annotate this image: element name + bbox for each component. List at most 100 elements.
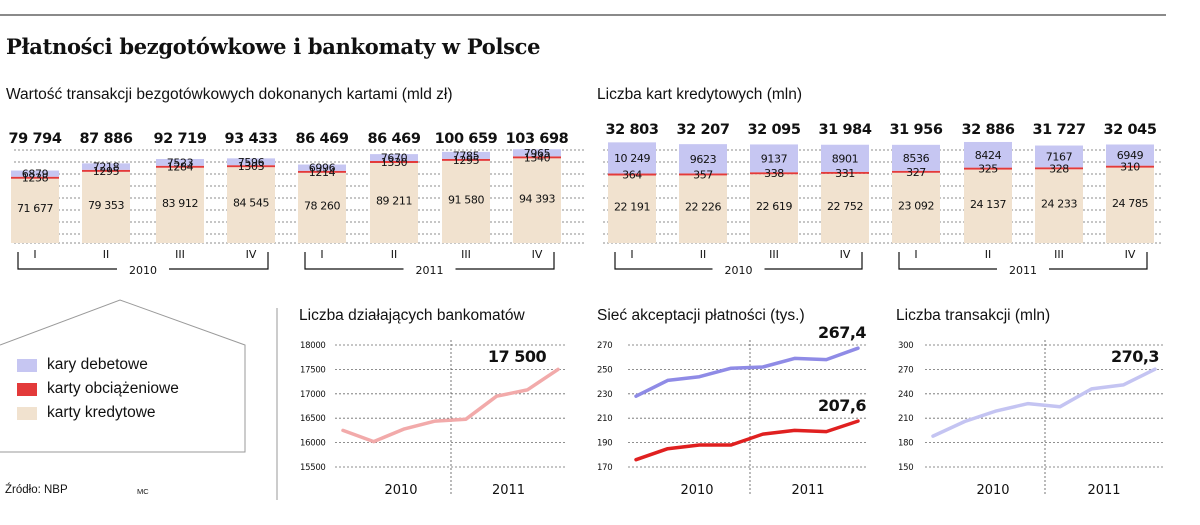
bar-charge-2 — [156, 165, 204, 168]
bar-debit-6 — [1035, 145, 1083, 168]
label-debit-2: 7523 — [167, 156, 194, 169]
label-total-0: 32 803 — [605, 122, 658, 138]
legend-swatch-debit — [17, 358, 37, 372]
label-total-3: 93 433 — [224, 131, 277, 147]
bar-credit-2 — [750, 174, 798, 243]
bar-debit-3 — [821, 144, 869, 172]
bar-charge-6 — [1035, 167, 1083, 170]
year-bracket-right-0 — [169, 252, 269, 270]
bar-credit-6 — [442, 160, 490, 243]
bar-credit-5 — [964, 169, 1012, 243]
quarter-label-0: I — [33, 248, 36, 261]
last-value-label-debit: 267,4 — [818, 323, 866, 342]
bar-charge-7 — [1106, 165, 1154, 168]
y-tick-label-1: 250 — [597, 365, 612, 375]
label-charge-1: 357 — [693, 168, 713, 181]
label-debit-4: 6996 — [309, 162, 336, 175]
legend-item-charge: karty obciążeniowe — [17, 380, 179, 398]
label-debit-3: 8901 — [832, 152, 858, 165]
label-debit-0: 6879 — [22, 168, 49, 181]
label-debit-6: 7167 — [1046, 150, 1073, 163]
legend-item-credit: karty kredytowe — [17, 404, 179, 422]
year-label-0: 2010 — [725, 264, 753, 277]
bar-debit-0 — [11, 170, 59, 177]
year-bracket-right-0 — [764, 252, 863, 270]
bar-charge-6 — [442, 158, 490, 161]
label-total-7: 32 045 — [1103, 122, 1156, 138]
year-bracket-left-1 — [304, 252, 404, 270]
label-total-6: 100 659 — [435, 131, 498, 147]
y-tick-label-4: 16000 — [300, 439, 326, 449]
quarter-label-2: III — [175, 248, 185, 261]
x-label-1: 2011 — [492, 483, 525, 498]
legend-label-credit: karty kredytowe — [47, 404, 156, 421]
label-total-1: 87 886 — [79, 131, 132, 147]
bar-credit-0 — [608, 175, 656, 243]
label-total-7: 103 698 — [506, 131, 569, 147]
year-label-0: 2010 — [129, 264, 157, 277]
bar-credit-6 — [1035, 169, 1083, 243]
label-total-5: 86 469 — [367, 131, 420, 147]
x-label-1: 2011 — [1087, 483, 1120, 498]
bar-debit-5 — [964, 141, 1012, 168]
bar-credit-1 — [679, 175, 727, 243]
legend-label-debit: kary debetowe — [47, 356, 148, 373]
label-debit-1: 7218 — [93, 161, 120, 174]
label-debit-7: 6949 — [1117, 149, 1144, 162]
bar-debit-2 — [750, 144, 798, 173]
x-label-1: 2011 — [791, 483, 824, 498]
quarter-label-2: III — [769, 248, 779, 261]
bar-credit-0 — [11, 178, 59, 243]
label-debit-1: 9623 — [690, 153, 717, 166]
bar-charge-1 — [82, 169, 130, 172]
label-credit-1: 22 226 — [685, 201, 721, 214]
x-label-0: 2010 — [976, 483, 1009, 498]
x-label-0: 2010 — [680, 483, 713, 498]
x-label-0: 2010 — [384, 483, 417, 498]
top-rule — [0, 14, 1166, 16]
bar-debit-3 — [227, 158, 275, 166]
label-credit-0: 71 677 — [17, 202, 53, 215]
quarter-label-6: III — [461, 248, 471, 261]
bar-charge-5 — [964, 167, 1012, 170]
y-tick-label-3: 210 — [898, 414, 913, 424]
bar-credit-3 — [821, 173, 869, 243]
legend-swatch-charge — [17, 382, 37, 396]
label-charge-4: 1214 — [309, 166, 336, 179]
label-charge-7: 310 — [1120, 161, 1140, 174]
label-charge-1: 1295 — [93, 165, 120, 178]
legend-label-charge: karty obciążeniowe — [47, 380, 179, 397]
label-charge-3: 331 — [835, 167, 855, 180]
year-bracket-left-1 — [898, 252, 997, 270]
label-credit-5: 24 137 — [970, 198, 1006, 211]
bar-charge-3 — [227, 165, 275, 168]
label-credit-6: 91 580 — [448, 194, 484, 207]
label-credit-0: 22 191 — [614, 201, 650, 214]
legend: kary debetowe karty obciążeniowe karty k… — [17, 356, 179, 422]
label-charge-4: 327 — [906, 166, 926, 179]
bar-charge-2 — [750, 172, 798, 175]
label-total-5: 32 886 — [961, 122, 1014, 138]
quarter-label-7: IV — [532, 248, 543, 261]
label-debit-5: 8424 — [975, 149, 1002, 162]
bar-debit-0 — [608, 142, 656, 174]
chart-title-acceptance-network: Sieć akceptacji płatności (tys.) — [597, 307, 805, 324]
label-charge-7: 1340 — [524, 151, 551, 164]
bar-debit-7 — [1106, 144, 1154, 166]
label-charge-5: 1330 — [381, 156, 408, 169]
legend-item-debit: kary debetowe — [17, 356, 179, 374]
y-tick-label-0: 18000 — [300, 341, 326, 351]
series-line-transactions — [931, 367, 1157, 438]
y-tick-label-2: 240 — [898, 390, 913, 400]
label-credit-2: 83 912 — [162, 197, 198, 210]
quarter-label-5: II — [985, 248, 992, 261]
y-tick-label-4: 190 — [597, 439, 612, 449]
quarter-label-1: II — [103, 248, 110, 261]
last-value-label: 270,3 — [1111, 347, 1159, 366]
last-value-label-charge: 207,6 — [818, 396, 866, 415]
label-charge-5: 325 — [978, 163, 998, 176]
bar-debit-7 — [513, 149, 561, 157]
bar-charge-1 — [679, 173, 727, 176]
quarter-label-0: I — [630, 248, 633, 261]
